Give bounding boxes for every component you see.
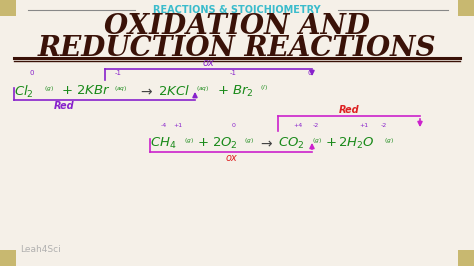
- Text: $_{(aq)}$: $_{(aq)}$: [114, 84, 128, 94]
- Text: +1: +1: [359, 123, 369, 128]
- Text: -1: -1: [229, 70, 237, 76]
- Text: $Br_2$: $Br_2$: [232, 84, 254, 99]
- Text: $_{(g)}$: $_{(g)}$: [384, 136, 394, 146]
- Text: $_{(g)}$: $_{(g)}$: [184, 136, 194, 146]
- Text: +: +: [326, 136, 337, 149]
- Text: $Cl_2$: $Cl_2$: [14, 84, 34, 100]
- Text: $_{(g)}$: $_{(g)}$: [44, 84, 54, 94]
- Text: Red: Red: [54, 101, 74, 111]
- Text: 0: 0: [232, 123, 236, 128]
- Text: +1: +1: [173, 123, 182, 128]
- Bar: [458, 0, 474, 16]
- Text: ox: ox: [202, 58, 214, 68]
- Text: $\rightarrow$: $\rightarrow$: [258, 136, 273, 150]
- Text: $_{(g)}$: $_{(g)}$: [244, 136, 254, 146]
- Text: REDUCTION REACTIONS: REDUCTION REACTIONS: [38, 35, 436, 62]
- Text: $_{(g)}$: $_{(g)}$: [312, 136, 322, 146]
- Bar: [458, 250, 474, 266]
- Text: $\rightarrow$: $\rightarrow$: [138, 84, 154, 98]
- Text: +: +: [218, 84, 229, 97]
- Text: $CO_2$: $CO_2$: [278, 136, 305, 151]
- Text: $2KBr$: $2KBr$: [76, 84, 110, 97]
- Text: -4: -4: [161, 123, 167, 128]
- Text: 0: 0: [30, 70, 34, 76]
- Text: $2H_2O$: $2H_2O$: [338, 136, 374, 151]
- Text: ox: ox: [225, 153, 237, 163]
- Text: REACTIONS & STOICHIOMETRY: REACTIONS & STOICHIOMETRY: [153, 5, 321, 15]
- Text: $CH_4$: $CH_4$: [150, 136, 176, 151]
- Text: $2O_2$: $2O_2$: [212, 136, 238, 151]
- Text: Leah4Sci: Leah4Sci: [20, 245, 61, 254]
- Text: -2: -2: [381, 123, 387, 128]
- Text: $2KCl$: $2KCl$: [158, 84, 190, 98]
- Text: +: +: [198, 136, 209, 149]
- Bar: [0, 0, 16, 16]
- Text: +4: +4: [293, 123, 302, 128]
- Text: Red: Red: [339, 105, 359, 115]
- Bar: [0, 250, 16, 266]
- Text: 0: 0: [308, 70, 312, 76]
- Text: $_{(aq)}$: $_{(aq)}$: [196, 84, 210, 94]
- Text: +: +: [62, 84, 73, 97]
- Text: $_{(l)}$: $_{(l)}$: [260, 84, 268, 94]
- Text: -1: -1: [115, 70, 121, 76]
- Text: -2: -2: [313, 123, 319, 128]
- Text: OXIDATION AND: OXIDATION AND: [104, 13, 370, 40]
